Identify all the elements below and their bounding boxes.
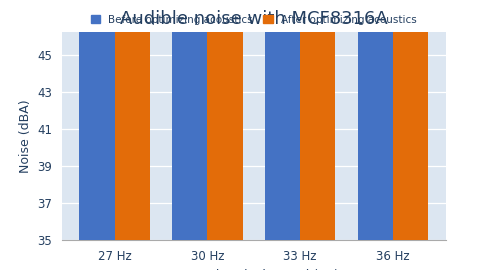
Title: Audible noise with MCF8316A: Audible noise with MCF8316A xyxy=(120,10,388,28)
Legend: Before optimizing acoustics, After optimizing acoustics: Before optimizing acoustics, After optim… xyxy=(87,11,421,29)
Bar xyxy=(79,0,114,240)
Y-axis label: Noise (dBA): Noise (dBA) xyxy=(19,100,32,173)
Bar xyxy=(393,0,428,240)
Bar xyxy=(114,0,150,240)
X-axis label: Motor Electrical Speed (Hz): Motor Electrical Speed (Hz) xyxy=(168,269,339,270)
Bar xyxy=(172,0,207,240)
Bar xyxy=(265,0,300,240)
Bar xyxy=(300,0,335,240)
Bar xyxy=(357,0,393,240)
Bar xyxy=(207,0,243,240)
